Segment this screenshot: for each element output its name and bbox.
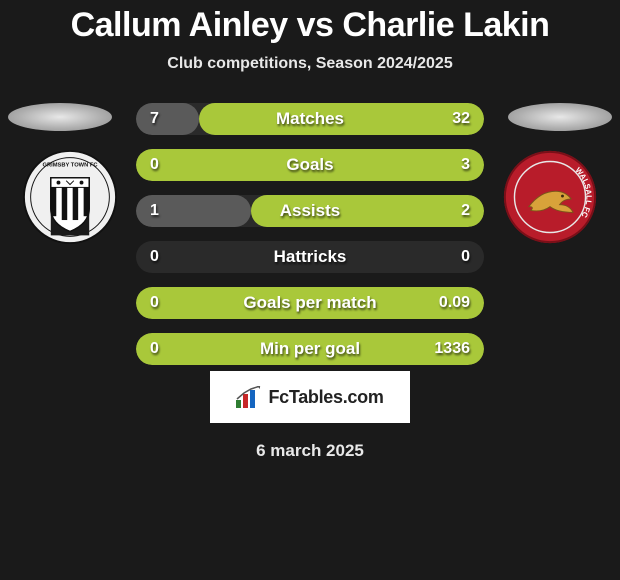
stat-row: Goals0 3 xyxy=(136,149,484,181)
team-crest-left: GRIMSBY TOWN FC xyxy=(22,149,118,245)
fctables-logo-icon xyxy=(236,386,262,408)
stat-value-right: 3 xyxy=(461,149,470,181)
stat-value-left: 1 xyxy=(150,195,159,227)
stat-label: Assists xyxy=(136,195,484,227)
stat-label: Min per goal xyxy=(136,333,484,365)
svg-text:GRIMSBY TOWN FC: GRIMSBY TOWN FC xyxy=(42,162,97,168)
stat-row: Hattricks0 0 xyxy=(136,241,484,273)
stat-value-right: 2 xyxy=(461,195,470,227)
stat-label: Goals per match xyxy=(136,287,484,319)
stat-label: Goals xyxy=(136,149,484,181)
page-subtitle: Club competitions, Season 2024/2025 xyxy=(0,55,620,73)
stat-value-left: 7 xyxy=(150,103,159,135)
stat-row: Min per goal0 1336 xyxy=(136,333,484,365)
comparison-body: GRIMSBY TOWN FC xyxy=(0,103,620,363)
infographic-date: 6 march 2025 xyxy=(0,441,620,461)
stat-value-right: 1336 xyxy=(434,333,470,365)
stat-value-left: 0 xyxy=(150,149,159,181)
crest-shadow-right xyxy=(508,103,612,131)
grimsby-crest-icon: GRIMSBY TOWN FC xyxy=(22,149,118,245)
stat-value-left: 0 xyxy=(150,333,159,365)
stat-row: Goals per match0 0.09 xyxy=(136,287,484,319)
stat-value-right: 0.09 xyxy=(439,287,470,319)
walsall-crest-icon: WALSALL FC xyxy=(502,149,598,245)
stat-value-left: 0 xyxy=(150,287,159,319)
stat-row: Assists1 2 xyxy=(136,195,484,227)
stats-panel: Matches732Goals03Assists12Hattricks00Goa… xyxy=(136,103,484,379)
stat-row: Matches7 32 xyxy=(136,103,484,135)
stat-value-right: 0 xyxy=(461,241,470,273)
stat-label: Hattricks xyxy=(136,241,484,273)
page-title: Callum Ainley vs Charlie Lakin xyxy=(0,6,620,45)
brand-text: FcTables.com xyxy=(268,387,383,408)
stat-value-right: 32 xyxy=(452,103,470,135)
comparison-infographic: Callum Ainley vs Charlie Lakin Club comp… xyxy=(0,0,620,580)
crest-shadow-left xyxy=(8,103,112,131)
team-crest-right: WALSALL FC xyxy=(502,149,598,245)
stat-label: Matches xyxy=(136,103,484,135)
stat-value-left: 0 xyxy=(150,241,159,273)
